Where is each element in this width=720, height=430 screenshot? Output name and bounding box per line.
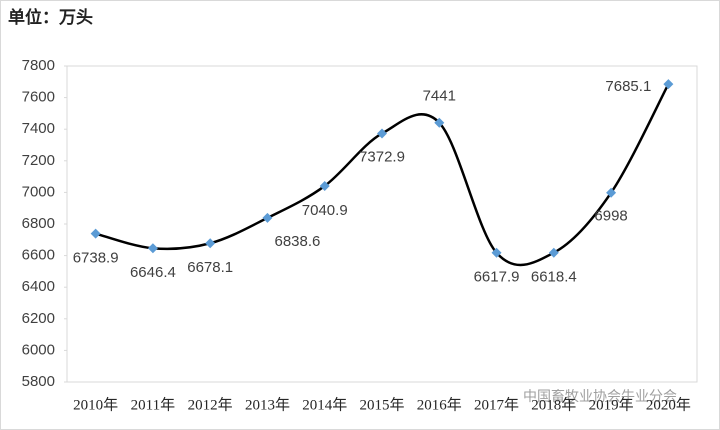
- value-label: 6617.9: [474, 269, 520, 286]
- value-label: 7441: [423, 88, 456, 105]
- y-tick-label: 6600: [22, 247, 55, 264]
- y-tick-label: 5800: [22, 373, 55, 390]
- marker: [205, 238, 216, 249]
- value-label: 7372.9: [359, 148, 405, 165]
- value-label: 6646.4: [130, 264, 176, 281]
- y-tick-label: 7000: [22, 183, 55, 200]
- marker: [491, 247, 502, 258]
- y-tick-label: 7200: [22, 152, 55, 169]
- y-tick-label: 6200: [22, 310, 55, 327]
- marker: [147, 243, 158, 254]
- y-tick-label: 7800: [22, 57, 55, 74]
- marker: [262, 212, 273, 223]
- value-label: 6738.9: [73, 250, 119, 267]
- y-tick-label: 7600: [22, 89, 55, 106]
- value-label: 6678.1: [187, 259, 233, 276]
- marker: [434, 117, 445, 128]
- x-tick-label: 2018年: [531, 396, 576, 413]
- y-tick-label: 6800: [22, 215, 55, 232]
- y-tick-label: 6400: [22, 278, 55, 295]
- x-tick-label: 2016年: [417, 396, 462, 413]
- x-tick-label: 2020年: [646, 396, 691, 413]
- x-tick-label: 2015年: [359, 396, 404, 413]
- marker: [90, 228, 101, 239]
- x-tick-label: 2011年: [131, 396, 175, 413]
- x-tick-label: 2017年: [474, 396, 519, 413]
- x-tick-label: 2010年: [73, 396, 118, 413]
- value-label: 6618.4: [531, 269, 577, 286]
- value-label: 7685.1: [605, 78, 651, 95]
- x-tick-label: 2019年: [589, 396, 634, 413]
- value-label: 6838.6: [275, 233, 321, 250]
- x-tick-label: 2012年: [188, 396, 233, 413]
- marker: [377, 128, 387, 139]
- y-tick-label: 6000: [22, 341, 55, 358]
- marker: [548, 247, 559, 258]
- marker: [663, 79, 674, 90]
- chart-title: 单位：万头: [8, 7, 93, 28]
- y-tick-label: 7400: [22, 120, 55, 137]
- x-tick-label: 2014年: [302, 396, 347, 413]
- marker: [319, 180, 330, 191]
- value-label: 7040.9: [302, 202, 348, 219]
- x-tick-label: 2013年: [245, 396, 290, 413]
- watermark: 中国畜牧业协会牛业分会: [523, 389, 677, 405]
- value-label: 6998: [594, 208, 627, 225]
- marker: [606, 187, 617, 198]
